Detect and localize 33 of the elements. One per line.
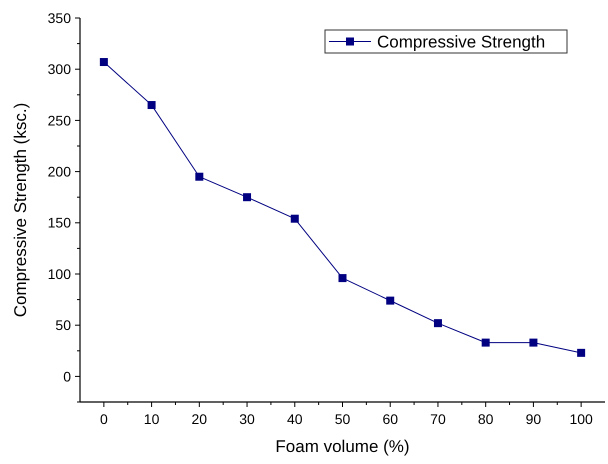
point bbox=[243, 193, 252, 202]
x-tick-label: 10 bbox=[144, 411, 160, 427]
point bbox=[386, 296, 394, 305]
x-tick-label: 100 bbox=[569, 411, 594, 427]
y-tick-label: 300 bbox=[48, 61, 72, 78]
y-axis-title: Compressive Strength (ksc.) bbox=[11, 102, 30, 318]
y-tick-label: 50 bbox=[55, 317, 72, 334]
y-tick-label: 350 bbox=[48, 10, 72, 26]
point bbox=[434, 319, 442, 328]
point bbox=[195, 172, 204, 181]
point bbox=[338, 274, 346, 282]
x-tick-label: 20 bbox=[192, 411, 208, 427]
x-tick-label: 60 bbox=[382, 411, 398, 427]
point bbox=[290, 214, 299, 223]
y-tick-label: 100 bbox=[48, 266, 72, 282]
y-tick-label: 150 bbox=[48, 214, 72, 231]
x-tick-label: 70 bbox=[430, 411, 446, 427]
y-tick-label: 250 bbox=[48, 112, 72, 128]
point bbox=[100, 58, 108, 66]
x-tick-label: 90 bbox=[526, 411, 542, 427]
x-tick-label: 40 bbox=[286, 411, 303, 427]
x-tick-label: 80 bbox=[478, 411, 494, 427]
point bbox=[577, 348, 586, 357]
x-tick-label: 0 bbox=[100, 411, 108, 427]
y-tick-label: 0 bbox=[63, 368, 72, 384]
x-axis-title: Foam volume (%) bbox=[275, 437, 410, 456]
point bbox=[529, 338, 538, 347]
y-tick-label: 200 bbox=[48, 164, 72, 180]
legend-label: Compressive Strength bbox=[377, 32, 546, 52]
point bbox=[148, 101, 156, 110]
point bbox=[482, 338, 490, 347]
x-tick-label: 50 bbox=[334, 411, 350, 427]
x-tick-label: 30 bbox=[239, 411, 256, 427]
